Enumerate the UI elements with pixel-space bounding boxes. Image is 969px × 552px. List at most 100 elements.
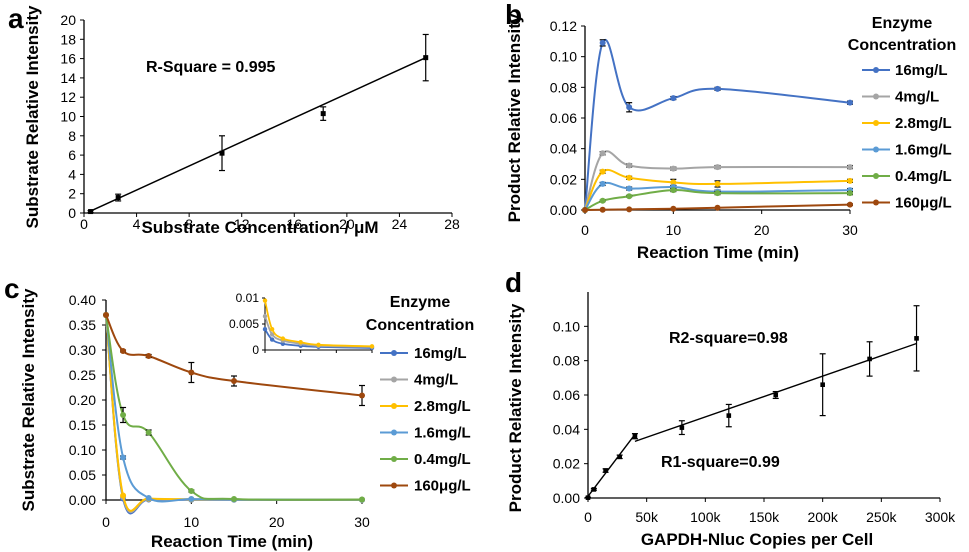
panel-a-x-tick-label: 12 [234,216,250,232]
panel-b-legend-marker [873,173,879,179]
panel-d-point [773,392,779,398]
panel-a-x-tick-label: 8 [185,216,193,232]
panel-c-legend-label: 4mg/L [414,372,458,389]
panel-d-ylabel: Product Relative Intensity [506,303,525,512]
panel-b-legend-marker [873,120,879,126]
panel-d-x-tick-label: 150k [749,509,780,525]
panel-b-x-tick-label: 20 [754,222,770,238]
panel-d-point [585,495,591,500]
panel-d-point [914,336,919,341]
panel-b-point [670,205,677,212]
panel-b-point [714,204,721,211]
panel-b-legend-label: 16mg/L [895,62,948,79]
panel-a-r-square: R-Square = 0.995 [146,59,276,76]
panel-c-point [103,312,109,318]
panel-a-x-tick-label: 16 [286,216,302,232]
panel-c-legend-label: 160μg/L [414,478,471,495]
panel-b-y-tick-label: 0.02 [550,171,577,187]
panel-b-point [626,185,633,192]
panel-c-legend-marker [391,482,397,489]
panel-b-point [626,104,633,111]
panel-d-point [820,382,825,387]
panel-a-xlabel: Substrate Concentration / μM [141,218,378,237]
panel-b-point [670,179,677,186]
panel-b-legend-label: 4mg/L [895,89,939,106]
panel-b-legend-label: 0.4mg/L [895,168,952,185]
panel-b-y-tick-label: 0.10 [550,49,577,65]
panel-c-inset-series-line [264,315,373,348]
panel-b-point [714,85,721,92]
panel-b-xlabel: Reaction Time (min) [637,243,799,262]
panel-a-ylabel: Substrate Relative Intensity [23,5,42,229]
panel-a-point [320,111,326,117]
panel-c-point [120,348,127,354]
panel-c-legend-title-1: Enzyme [390,294,451,311]
panel-a-x-tick-label: 20 [339,216,355,232]
panel-c-legend-marker [391,350,397,356]
panel-c-chart: Reaction Time (min) Substrate Relative I… [19,288,474,551]
panel-b-legend-label: 2.8mg/L [895,115,952,132]
panel-a-chart: Substrate Concentration / μM Substrate R… [23,5,460,237]
panel-c-point [359,392,365,399]
panel-d-fit-line [587,434,636,497]
panel-b-point [599,206,606,213]
panel-c-inset-point [269,337,275,342]
panel-b-point [599,39,606,46]
panel-c-point [145,429,152,436]
panel-c-y-tick-label: 0.35 [69,317,96,333]
panel-c-inset-y-tick-label: 0.005 [229,317,259,331]
panel-b-legend-marker [873,67,879,73]
panel-c-legend-label: 1.6mg/L [414,425,471,442]
panel-c-series-line [105,314,363,501]
panel-d-point [867,356,872,362]
panel-c-legend-marker [391,403,397,409]
panel-c-y-tick-label: 0.40 [69,292,96,308]
panel-d-y-tick-label: 0.00 [553,490,580,506]
panel-a-y-tick-label: 8 [68,128,76,144]
panel-b-y-tick-label: 0.12 [550,18,577,34]
panel-d-label: d [505,267,522,298]
panel-c-y-tick-label: 0.30 [69,342,96,358]
panel-b-point [599,168,606,175]
panel-d-r1-square: R1-square=0.99 [661,454,780,471]
panel-d-xlabel: GAPDH-Nluc Copies per Cell [641,530,873,549]
panel-b-legend-title-2: Concentration [848,37,956,54]
panel-c-ylabel: Substrate Relative Intensity [19,288,38,512]
panel-b-x-tick-label: 30 [842,222,858,238]
panel-b-point [670,165,677,172]
panel-b-point [847,201,853,208]
panel-c-xlabel: Reaction Time (min) [151,532,313,551]
panel-d-y-tick-label: 0.10 [553,318,580,334]
panel-c-inset-point [280,336,286,341]
panel-c-inset-point [269,332,275,337]
panel-b-y-tick-label: 0.00 [550,202,577,218]
panel-a-y-tick-label: 16 [60,51,76,67]
panel-b-point [599,197,606,204]
panel-c-x-tick-label: 30 [354,514,370,530]
panel-c-x-tick-label: 0 [102,514,110,530]
panel-c-inset-point [262,327,268,332]
panel-c-inset-point [316,342,321,347]
panel-c-inset-point [369,344,375,349]
panel-a-y-tick-label: 20 [60,12,76,28]
panel-d-y-tick-label: 0.06 [553,387,580,403]
panel-a-x-tick-label: 4 [133,216,141,232]
panel-c-inset-point [262,314,268,319]
panel-c-y-tick-label: 0.25 [69,367,96,383]
panel-d-x-tick-label: 50k [635,509,659,525]
panel-a-y-tick-label: 0 [68,205,76,221]
panel-c-series-line [105,314,363,503]
panel-c-point [231,378,237,384]
panel-b-point [714,164,721,171]
panel-c-x-tick-label: 10 [184,514,200,530]
panel-c-point [120,454,127,461]
panel-d-point [591,487,597,492]
panel-b-point [847,99,853,106]
panel-a-point [219,150,225,156]
panel-c-inset-point [262,298,268,303]
panel-b-legend-label: 1.6mg/L [895,142,952,159]
panel-c-legend-marker [391,456,397,462]
panel-c-point [188,369,195,376]
panel-b-point [599,180,606,187]
panel-b-point [847,164,853,171]
